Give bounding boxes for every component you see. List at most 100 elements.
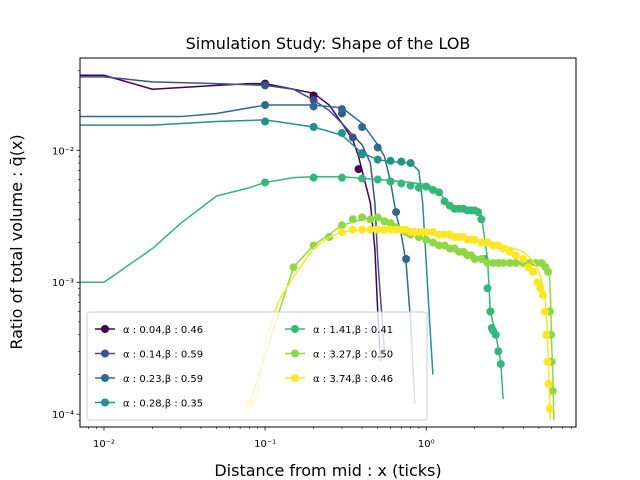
data-point [422, 228, 431, 237]
data-point [380, 217, 389, 226]
data-point [428, 185, 437, 194]
data-point [373, 213, 382, 222]
data-point [545, 404, 554, 413]
legend-swatch-marker [101, 374, 109, 382]
legend-label: α : 0.14,β : 0.59 [123, 350, 203, 361]
data-point [309, 102, 318, 111]
legend-item: α : 3.27,β : 0.50 [285, 349, 393, 361]
data-point [505, 247, 514, 256]
data-point [386, 219, 395, 228]
data-point [358, 213, 367, 222]
data-point [499, 258, 508, 267]
legend-label: α : 3.74,β : 0.46 [313, 374, 393, 385]
legend-swatch-marker [101, 325, 109, 333]
data-point [544, 267, 553, 276]
plot-frame [79, 57, 577, 428]
series-6 [248, 213, 557, 421]
data-point [397, 179, 406, 188]
data-point [470, 235, 479, 244]
data-point [428, 238, 437, 247]
data-point [542, 330, 551, 339]
data-point [533, 278, 542, 287]
data-point [348, 133, 357, 142]
data-point [337, 105, 346, 114]
data-point [386, 177, 395, 186]
series-line [80, 76, 386, 352]
data-point [337, 173, 346, 182]
x-axis-label: Distance from mid : x (ticks) [214, 461, 441, 480]
data-point [544, 379, 553, 388]
data-point [496, 360, 505, 369]
legend-item: α : 3.74,β : 0.46 [285, 374, 393, 385]
data-point [505, 258, 514, 267]
data-point [386, 156, 395, 165]
chart-title: Simulation Study: Shape of the LOB [186, 34, 471, 53]
data-point [491, 330, 500, 339]
series-7 [245, 225, 554, 421]
data-point [483, 284, 492, 293]
data-point [406, 181, 415, 190]
y-tick-label: 10⁻⁴ [52, 410, 74, 421]
legend-label: α : 1.41,β : 0.41 [313, 325, 393, 336]
data-point [358, 174, 367, 183]
data-point [373, 143, 382, 152]
legend-swatch-marker [291, 349, 299, 358]
data-point [289, 263, 298, 272]
data-point [261, 101, 270, 110]
data-point [511, 258, 520, 267]
data-point [414, 183, 423, 192]
data-point [536, 284, 545, 293]
data-point [486, 307, 495, 316]
data-point [422, 235, 431, 244]
data-point [548, 386, 557, 395]
data-point [337, 129, 346, 138]
x-tick-label: 10⁻¹ [254, 439, 276, 450]
x-tick-label: 10⁰ [418, 439, 435, 450]
data-point [494, 347, 503, 356]
data-point [477, 254, 486, 263]
legend-swatch-marker [291, 374, 299, 382]
series-4 [80, 117, 434, 375]
data-point [309, 96, 318, 105]
legend-label: α : 0.23,β : 0.59 [123, 374, 203, 385]
data-point [532, 258, 541, 267]
data-point [309, 173, 318, 182]
data-point [519, 254, 528, 263]
data-point [477, 215, 486, 224]
data-point [435, 230, 443, 239]
data-point [470, 254, 479, 263]
data-point [499, 244, 508, 253]
series-layer [80, 74, 557, 421]
data-point [483, 258, 492, 267]
data-point [261, 81, 270, 90]
data-point [261, 117, 270, 126]
data-point [309, 123, 318, 132]
x-tick-label: 10⁻² [93, 439, 115, 450]
legend-label: α : 0.28,β : 0.35 [123, 399, 203, 410]
data-point [358, 123, 367, 132]
legend-item: α : 0.14,β : 0.59 [95, 349, 203, 361]
data-point [402, 254, 411, 263]
legend-item: α : 1.41,β : 0.41 [285, 325, 393, 336]
data-point [406, 159, 415, 168]
legend: α : 0.04,β : 0.46 α : 0.14,β : 0.59 α : 0.… [86, 311, 428, 421]
data-point [354, 165, 363, 174]
y-axis-label: Ratio of total volume : q̄(x) [7, 134, 26, 349]
data-point [386, 225, 395, 234]
series-line [80, 104, 416, 404]
data-point [358, 150, 367, 159]
data-point [366, 225, 375, 234]
data-point [337, 221, 346, 230]
data-point [348, 225, 357, 234]
data-point [392, 208, 401, 217]
data-point [358, 225, 367, 234]
data-point [428, 228, 437, 237]
data-point [540, 307, 549, 316]
y-tick-label: 10⁻² [52, 146, 74, 157]
data-point [373, 155, 382, 164]
data-point [373, 175, 382, 184]
legend-item: α : 0.28,β : 0.35 [95, 398, 203, 410]
legend-item: α : 0.04,β : 0.46 [95, 325, 203, 336]
data-point [373, 225, 382, 234]
